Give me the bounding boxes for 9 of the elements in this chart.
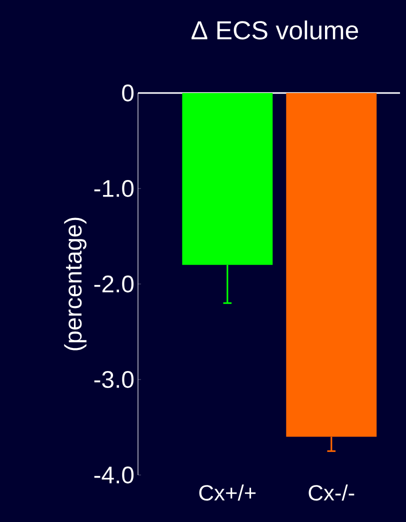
y-axis-title: (percentage) — [64, 218, 86, 350]
x-tick-label: Cx-/- — [308, 484, 354, 501]
chart-title: Δ ECS volume — [192, 20, 358, 40]
y-tick-label: -2.0 — [94, 276, 134, 292]
y-tick-label: 0 — [122, 84, 134, 102]
x-tick-label: Cx+/+ — [199, 484, 256, 501]
y-tick-label: -3.0 — [94, 371, 134, 388]
y-tick-label: -4.0 — [94, 466, 134, 484]
y-tick-label: -1.0 — [94, 180, 134, 197]
